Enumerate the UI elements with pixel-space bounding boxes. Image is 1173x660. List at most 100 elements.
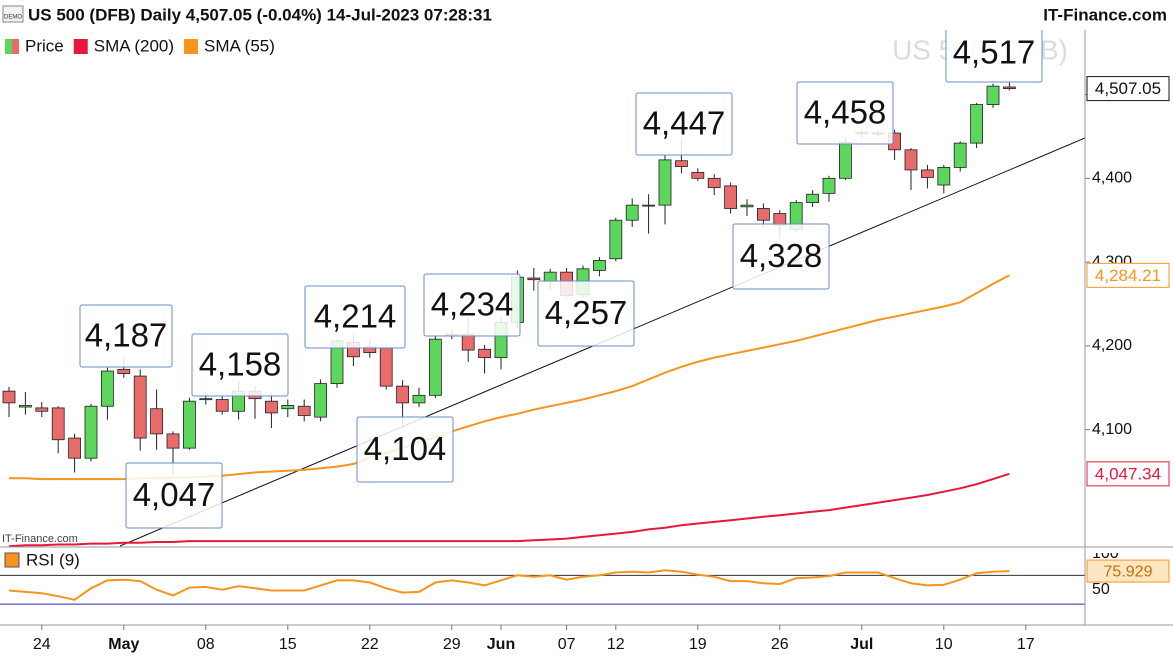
legend-label: RSI (9) — [26, 550, 80, 569]
candle-body — [904, 149, 918, 171]
legend: RSI (9) Price SMA (200) SMA (55) — [4, 36, 275, 569]
source-watermark: IT-Finance.com — [2, 533, 78, 545]
price-callout-label: 4,158 — [199, 346, 282, 383]
candle-body — [297, 405, 311, 416]
candle-body — [740, 204, 754, 208]
legend-swatch — [73, 39, 88, 54]
price-callout-label: 4,447 — [643, 105, 726, 142]
candle-body — [839, 141, 852, 179]
candle-body — [117, 368, 131, 374]
candle-body — [264, 400, 278, 414]
price-callout — [125, 462, 223, 529]
price-callout-label: 4,517 — [953, 34, 1036, 71]
candle-body — [658, 159, 672, 206]
candle-body — [199, 398, 213, 401]
candle-body — [543, 271, 557, 282]
value-tag — [1086, 76, 1170, 102]
rsi-tag — [1086, 559, 1170, 583]
candle-body — [642, 204, 655, 207]
sma-line — [8, 472, 1010, 547]
candle-body — [84, 405, 98, 459]
candle-body — [478, 348, 492, 359]
price-callout — [796, 81, 894, 145]
candle-body — [625, 204, 639, 221]
candle-body — [166, 433, 180, 449]
candle-body — [396, 385, 410, 404]
header-title: US 500 (DFB) Daily 4,507.05 (-0.04%) 14-… — [28, 5, 492, 24]
x-tick-label: Jun — [487, 636, 515, 653]
candle-body — [215, 399, 229, 412]
price-callout-label: 4,214 — [314, 298, 397, 335]
price-callout-label: 4,187 — [85, 317, 168, 354]
value-tag — [1086, 461, 1170, 487]
value-tag-label: 4,047.34 — [1095, 464, 1161, 483]
candle-body — [18, 404, 32, 408]
x-tick-label: 08 — [197, 636, 215, 653]
price-callout — [356, 416, 454, 483]
badge-text: DEMO — [4, 15, 22, 21]
price-callout — [635, 92, 733, 156]
candle-body — [970, 104, 983, 144]
x-tick-label: 22 — [361, 636, 379, 653]
price-callout — [732, 223, 830, 290]
candle-body — [2, 390, 16, 404]
candle-body — [773, 213, 787, 226]
candle-body — [182, 400, 196, 449]
price-callout — [304, 285, 406, 349]
x-tick-label: 24 — [33, 636, 51, 653]
candle-body — [953, 142, 967, 168]
x-tick-label: 15 — [279, 636, 297, 653]
candle-body — [675, 160, 688, 167]
price-panel: US 500 (DFB) IT-Finance.com 4,1874,0474,… — [2, 30, 1085, 547]
x-tick-label: 07 — [558, 636, 576, 653]
price-callout — [423, 273, 521, 337]
x-tick-label: 17 — [1017, 636, 1035, 653]
badge — [2, 5, 24, 23]
legend-swatch — [184, 39, 199, 54]
legend-swatch — [4, 552, 20, 568]
price-callout — [191, 333, 289, 397]
rsi-tag-label: 75.929 — [1104, 563, 1153, 580]
candle-body — [806, 193, 819, 204]
price-callout-label: 4,257 — [545, 294, 628, 331]
price-callout-label: 4,047 — [133, 476, 216, 513]
brand: IT-Finance.com — [1043, 5, 1167, 24]
x-tick-label: 10 — [935, 636, 953, 653]
candle-body — [35, 407, 49, 412]
y-tick-label: 4,100 — [1092, 421, 1132, 438]
candle-body — [609, 219, 623, 260]
price-callout — [537, 280, 635, 347]
value-tag — [1086, 262, 1170, 288]
candle-body — [133, 375, 147, 439]
legend-swatch — [12, 39, 19, 54]
candle-body — [724, 185, 737, 209]
candle-body — [150, 408, 164, 435]
price-callout-label: 4,328 — [740, 237, 823, 274]
candle-body — [822, 177, 836, 194]
axes: 4,1004,2004,3004,4004,50024May08152229Ju… — [0, 30, 1173, 653]
candle-body — [412, 394, 426, 404]
x-tick-label: Jul — [850, 636, 873, 653]
price-callout-label: 4,234 — [431, 286, 514, 323]
value-tag-label: 4,507.05 — [1095, 79, 1161, 98]
candle-body — [281, 404, 295, 410]
candle-body — [921, 169, 934, 178]
candle-body — [461, 333, 475, 351]
x-tick-label: 26 — [771, 636, 789, 653]
candle-body — [691, 172, 705, 179]
candle-body — [314, 383, 328, 418]
price-callout-label: 4,104 — [364, 430, 447, 467]
x-tick-label: 12 — [607, 636, 625, 653]
price-callout — [79, 304, 173, 368]
legend-label: SMA (200) — [94, 36, 174, 55]
legend-label: SMA (55) — [204, 36, 275, 55]
rsi-tick-label: 100 — [1092, 545, 1119, 562]
candle-body — [101, 370, 114, 407]
price-callout-label: 4,458 — [804, 94, 887, 131]
candle-body — [1003, 86, 1016, 90]
candle-body — [986, 85, 1000, 105]
candle-body — [757, 208, 770, 221]
rsi-line — [8, 569, 1010, 601]
candle-body — [527, 277, 541, 281]
